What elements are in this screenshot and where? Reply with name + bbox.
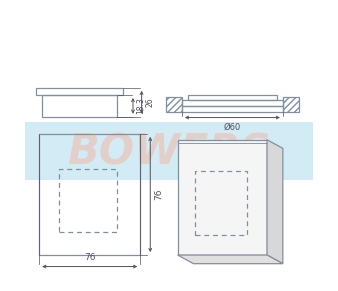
- Polygon shape: [267, 140, 283, 264]
- Bar: [195, 171, 247, 235]
- Text: 76: 76: [154, 189, 164, 200]
- Text: 26: 26: [145, 97, 154, 107]
- Bar: [37, 88, 123, 95]
- Bar: [42, 95, 117, 117]
- Bar: [283, 97, 299, 112]
- Bar: [25, 123, 313, 180]
- Bar: [59, 168, 117, 232]
- Text: BOWERS: BOWERS: [67, 132, 271, 174]
- Text: 18.3: 18.3: [137, 97, 145, 114]
- Text: 76: 76: [84, 253, 96, 262]
- Bar: [166, 97, 182, 112]
- Polygon shape: [178, 255, 283, 264]
- Bar: [182, 100, 283, 106]
- Bar: [188, 95, 277, 100]
- Text: Ø60: Ø60: [224, 123, 241, 132]
- Bar: [39, 134, 140, 255]
- Bar: [178, 140, 267, 255]
- Bar: [182, 106, 283, 112]
